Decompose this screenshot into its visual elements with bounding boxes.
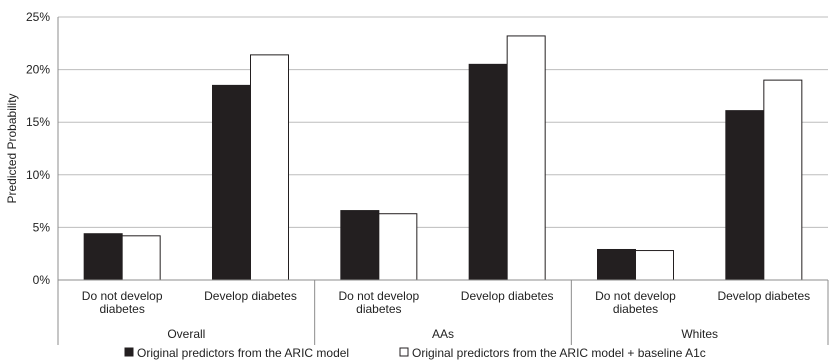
y-axis-label: Predicted Probability	[5, 93, 19, 203]
bar-series-1	[340, 210, 380, 281]
legend: Original predictors from the ARIC model O…	[124, 346, 706, 360]
y-tick-label: 0%	[33, 273, 51, 287]
group-label: AAs	[432, 327, 454, 341]
bar-series-1	[83, 233, 123, 281]
category-label: Develop diabetes	[204, 289, 297, 303]
y-tick-label: 15%	[26, 115, 50, 129]
bar-series-2	[506, 35, 546, 281]
bar-series-2	[250, 54, 289, 281]
bar-series-1	[725, 110, 765, 281]
y-axis: 0% 5% 10% 15% 20% 25%	[26, 10, 59, 287]
legend-swatch	[124, 347, 134, 357]
legend-swatch	[399, 347, 409, 357]
bar-series-2	[635, 250, 674, 281]
group-label: Whites	[681, 327, 718, 341]
legend-label: Original predictors from the ARIC model	[137, 346, 349, 360]
category-label: diabetes	[613, 302, 658, 316]
bar-series-2	[121, 235, 161, 281]
y-tick-label: 25%	[26, 10, 50, 24]
bar-series-1	[597, 248, 636, 281]
category-label: diabetes	[99, 302, 144, 316]
category-label: diabetes	[356, 302, 401, 316]
gridlines	[58, 16, 828, 281]
bars	[83, 35, 803, 281]
bar-series-2	[763, 79, 803, 281]
bar-series-1	[468, 63, 508, 281]
category-label: Do not develop	[338, 289, 419, 303]
legend-label: Original predictors from the ARIC model …	[412, 346, 706, 360]
group-label: Overall	[167, 327, 205, 341]
y-tick-label: 20%	[26, 63, 50, 77]
y-tick-label: 10%	[26, 168, 50, 182]
category-label: Do not develop	[595, 289, 676, 303]
bar-series-1	[212, 84, 251, 281]
bar-series-2	[378, 213, 418, 281]
y-tick-label: 5%	[33, 220, 51, 234]
category-label: Develop diabetes	[717, 289, 810, 303]
category-label: Do not develop	[82, 289, 163, 303]
category-label: Develop diabetes	[461, 289, 554, 303]
